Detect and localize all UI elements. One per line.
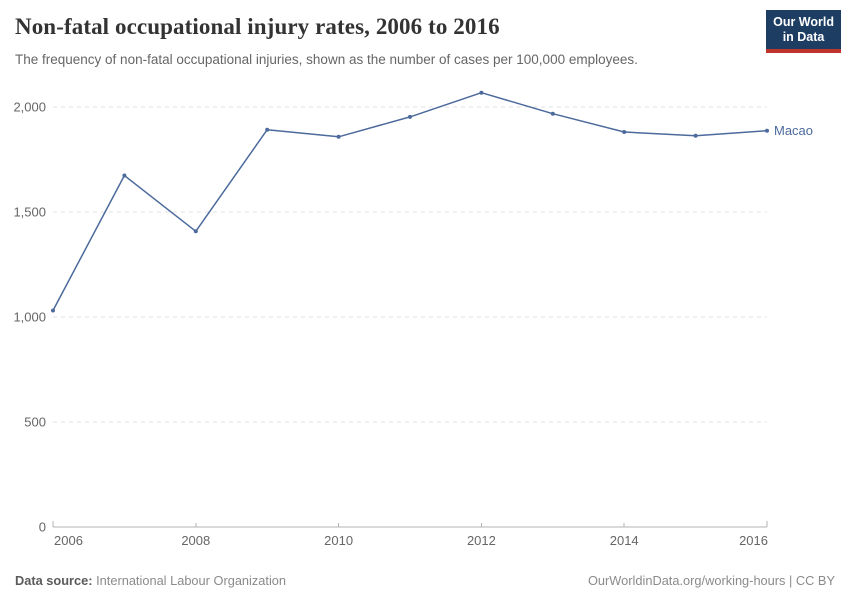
owid-logo[interactable]: Our World in Data xyxy=(766,10,841,53)
x-axis-tick-label: 2010 xyxy=(324,533,353,548)
data-point[interactable] xyxy=(408,114,412,119)
x-axis-tick-label: 2012 xyxy=(467,533,496,548)
x-axis-tick-label: 2006 xyxy=(54,533,83,548)
chart-title: Non-fatal occupational injury rates, 200… xyxy=(15,14,500,39)
x-axis-tick-label: 2014 xyxy=(610,533,639,548)
data-source-label: Data source: xyxy=(15,573,93,588)
data-point[interactable] xyxy=(765,128,769,133)
y-axis-tick-label: 1,000 xyxy=(13,310,46,325)
chart-subtitle: The frequency of non-fatal occupational … xyxy=(15,52,638,67)
credit-line[interactable]: OurWorldinData.org/working-hours | CC BY xyxy=(587,573,835,588)
data-point[interactable] xyxy=(265,127,270,132)
series-line[interactable] xyxy=(52,91,768,312)
data-source-value[interactable]: International Labour Organization xyxy=(96,573,287,588)
data-point[interactable] xyxy=(479,90,484,95)
data-point[interactable] xyxy=(336,134,341,139)
data-point[interactable] xyxy=(550,111,555,116)
owid-logo-line2: in Data xyxy=(782,29,825,44)
y-axis-tick-label: 500 xyxy=(24,415,46,430)
data-point[interactable] xyxy=(193,229,198,234)
data-point[interactable] xyxy=(51,308,55,313)
data-point[interactable] xyxy=(622,130,627,134)
data-point[interactable] xyxy=(122,173,127,178)
data-source: Data source: International Labour Organi… xyxy=(15,573,286,588)
owid-logo-line1: Our World xyxy=(773,15,834,29)
y-axis-tick-label: 0 xyxy=(39,520,46,535)
x-axis-tick-label: 2008 xyxy=(181,533,210,548)
series-label[interactable]: Macao xyxy=(774,123,813,138)
x-axis-tick-label: 2016 xyxy=(739,533,768,548)
y-axis-tick-label: 2,000 xyxy=(13,100,46,115)
data-point[interactable] xyxy=(693,133,698,138)
y-axis-tick-label: 1,500 xyxy=(13,205,46,220)
